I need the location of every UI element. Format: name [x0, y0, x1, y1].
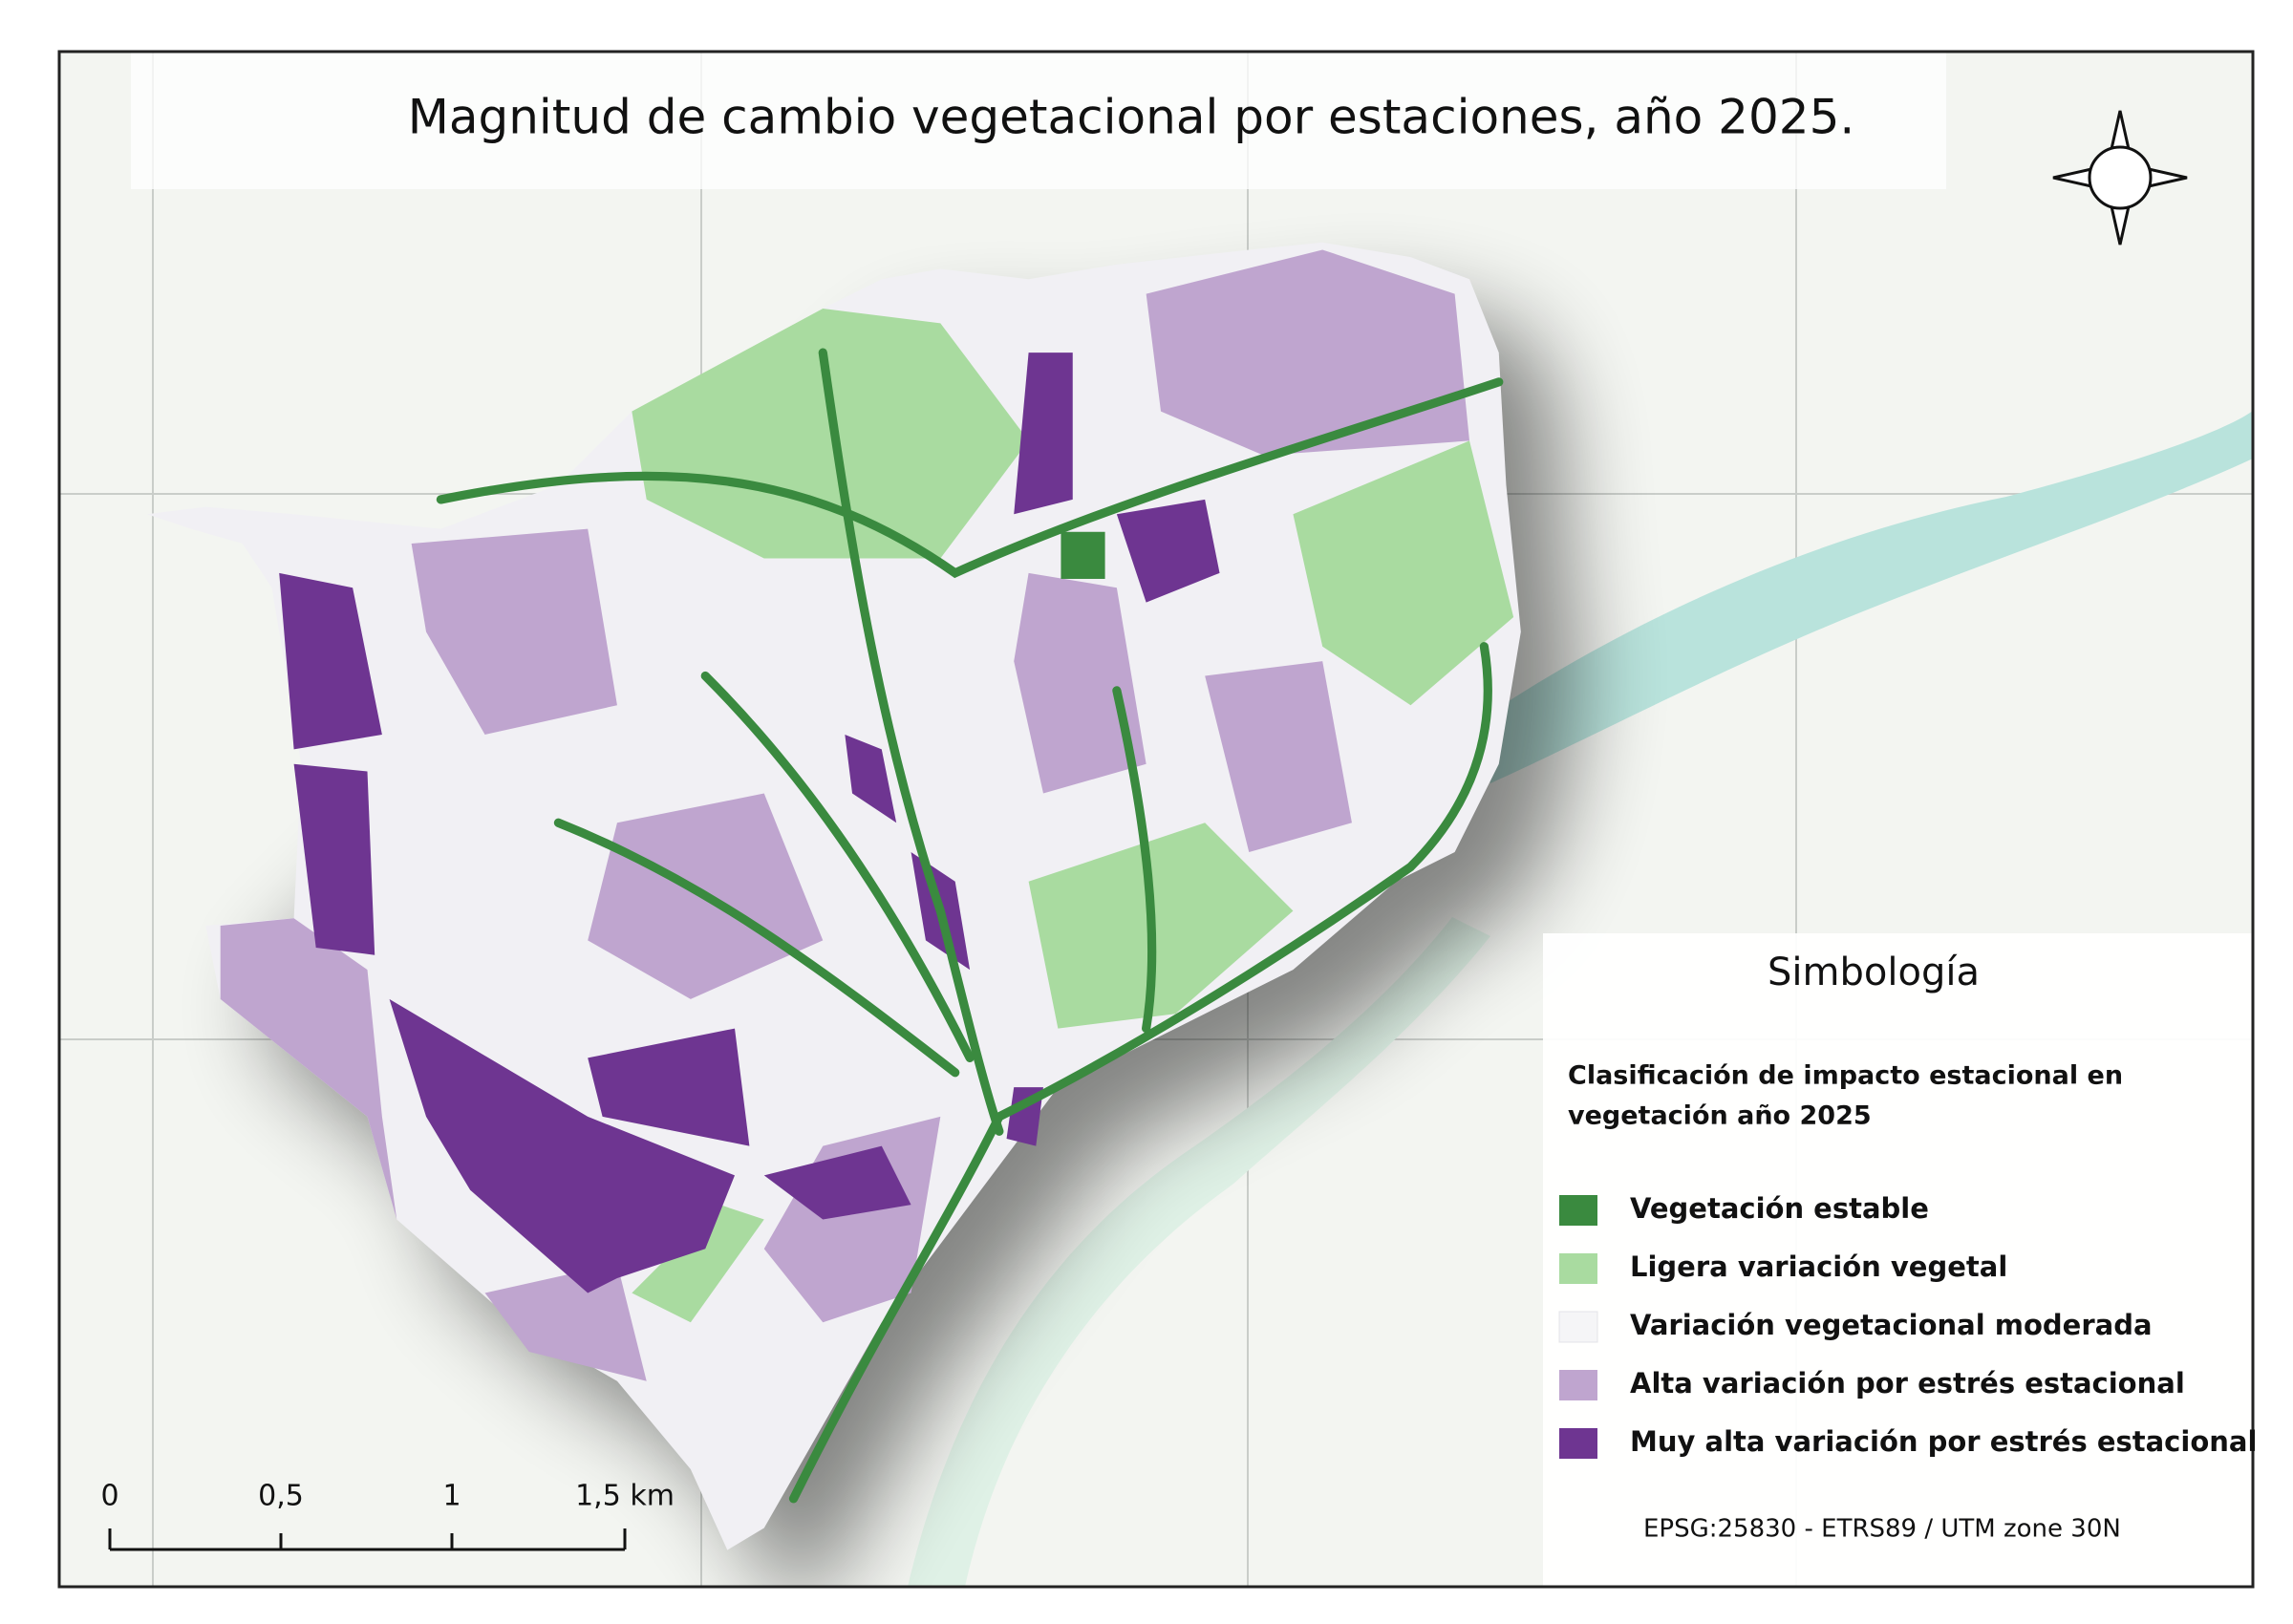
legend-label: Muy alta variación por estrés estacional	[1630, 1425, 2257, 1458]
legend-title: Clasificación de impacto estacional en	[1568, 1061, 2123, 1091]
legend-box	[1543, 933, 2253, 1587]
legend-label: Alta variación por estrés estacional	[1630, 1367, 2185, 1400]
scale-label: 1,5 km	[575, 1480, 675, 1513]
river	[1471, 411, 2253, 783]
basemap	[59, 52, 2253, 1587]
legend-swatch	[1559, 1253, 1597, 1284]
scale-bar	[108, 1528, 627, 1551]
legend-swatch	[1559, 1428, 1597, 1459]
scale-label: 1	[442, 1480, 461, 1513]
legend-label: Vegetación estable	[1630, 1192, 1929, 1225]
scale-label: 0,5	[258, 1480, 304, 1513]
legend-label: Ligera variación vegetal	[1630, 1250, 2007, 1283]
legend-swatch	[1559, 1370, 1597, 1400]
legend-label: Variación vegetacional moderada	[1630, 1309, 2153, 1341]
legend-title: vegetación año 2025	[1568, 1101, 1872, 1131]
legend-swatch	[1559, 1195, 1597, 1226]
title-backdrop	[131, 52, 1946, 189]
legend-swatch	[1558, 1311, 1598, 1343]
map-title: Magnitud de cambio vegetacional por esta…	[408, 90, 1855, 145]
scale-label: 0	[100, 1480, 118, 1513]
crs-label: EPSG:25830 - ETRS89 / UTM zone 30N	[1643, 1515, 2121, 1544]
study-area	[146, 242, 1580, 1587]
north-arrow	[2052, 110, 2188, 246]
scale-labels: 0 0,5 1 1,5 km	[100, 1480, 674, 1513]
legend-heading: Simbología	[1768, 951, 1980, 994]
map-frame	[57, 50, 2255, 1589]
legend-items: Vegetación estable Ligera variación veget…	[1558, 1192, 2257, 1459]
river-valley	[908, 917, 1490, 1587]
